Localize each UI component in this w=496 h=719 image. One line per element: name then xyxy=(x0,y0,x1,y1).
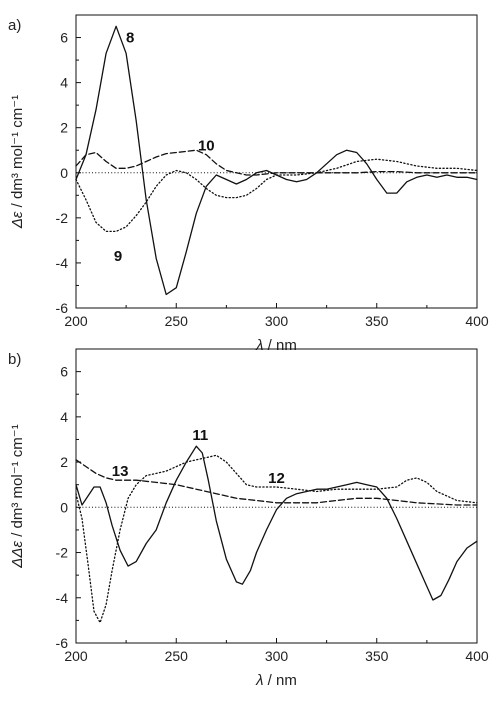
panel-a-x-tick-label: 300 xyxy=(265,313,289,329)
panel-a-plot-frame xyxy=(75,14,478,309)
panel-b-y-tick-label: 4 xyxy=(60,409,68,425)
panel-b-series-label-13: 13 xyxy=(112,463,129,480)
panel-a-series-label-9: 9 xyxy=(114,248,122,265)
panel-a-y-tick-label: -2 xyxy=(56,210,69,226)
panel-b-x-tick-label: 300 xyxy=(265,648,289,664)
panel-a-y-tick-label: -6 xyxy=(56,300,69,316)
panel-a-x-axis-title: λ / nm xyxy=(255,337,297,354)
panel-a-x-tick-label: 400 xyxy=(465,313,489,329)
panel-b-y-tick-label: -6 xyxy=(56,635,69,651)
panel-b-label: b) xyxy=(8,351,21,368)
panel-a-series-9-line xyxy=(75,158,478,233)
panel-b-y-tick-label: -4 xyxy=(56,590,69,606)
panel-b-y-tick-label: 2 xyxy=(60,454,68,470)
panel-a-series-label-10: 10 xyxy=(198,138,215,155)
panel-b-series-12-line xyxy=(75,454,478,624)
panel-a-y-tick-label: 0 xyxy=(60,165,68,181)
panel-a-y-tick-label: 2 xyxy=(60,120,68,136)
panel-b-y-tick-label: -2 xyxy=(56,545,69,561)
panel-b-series-13-line xyxy=(75,459,478,506)
panel-b-plot-frame xyxy=(75,348,478,644)
panel-b-series-label-12: 12 xyxy=(268,470,285,487)
panel-b-y-axis-title: ΔΔε / dm³ mol⁻¹ cm⁻¹ xyxy=(9,424,26,568)
panel-b-x-axis-title: λ / nm xyxy=(255,672,297,689)
panel-a-y-axis-title: Δε / dm³ mol⁻¹ cm⁻¹ xyxy=(9,95,26,229)
panel-a-y-tick-label: 4 xyxy=(60,75,68,91)
panel-a-series-10-line xyxy=(75,149,478,176)
panel-a-x-tick-label: 250 xyxy=(165,313,189,329)
panel-a-series-8-line xyxy=(75,25,478,296)
panel-a-series-label-8: 8 xyxy=(126,30,134,47)
panel-b-x-tick-label: 350 xyxy=(365,648,389,664)
panel-a-y-tick-label: -4 xyxy=(56,255,69,271)
panel-a-x-tick-label: 200 xyxy=(64,313,88,329)
panel-b-x-tick-label: 200 xyxy=(64,648,88,664)
panel-b-y-tick-label: 6 xyxy=(60,364,68,380)
panel-a-x-tick-label: 350 xyxy=(365,313,389,329)
panel-b-y-tick-label: 0 xyxy=(60,499,68,515)
panel-a-y-tick-label: 6 xyxy=(60,30,68,46)
panel-b-series-11-line xyxy=(75,445,478,601)
panel-b-x-tick-label: 400 xyxy=(465,648,489,664)
panel-b-series-label-11: 11 xyxy=(192,427,208,444)
panel-b-x-tick-label: 250 xyxy=(165,648,189,664)
panel-a-label: a) xyxy=(8,17,21,34)
